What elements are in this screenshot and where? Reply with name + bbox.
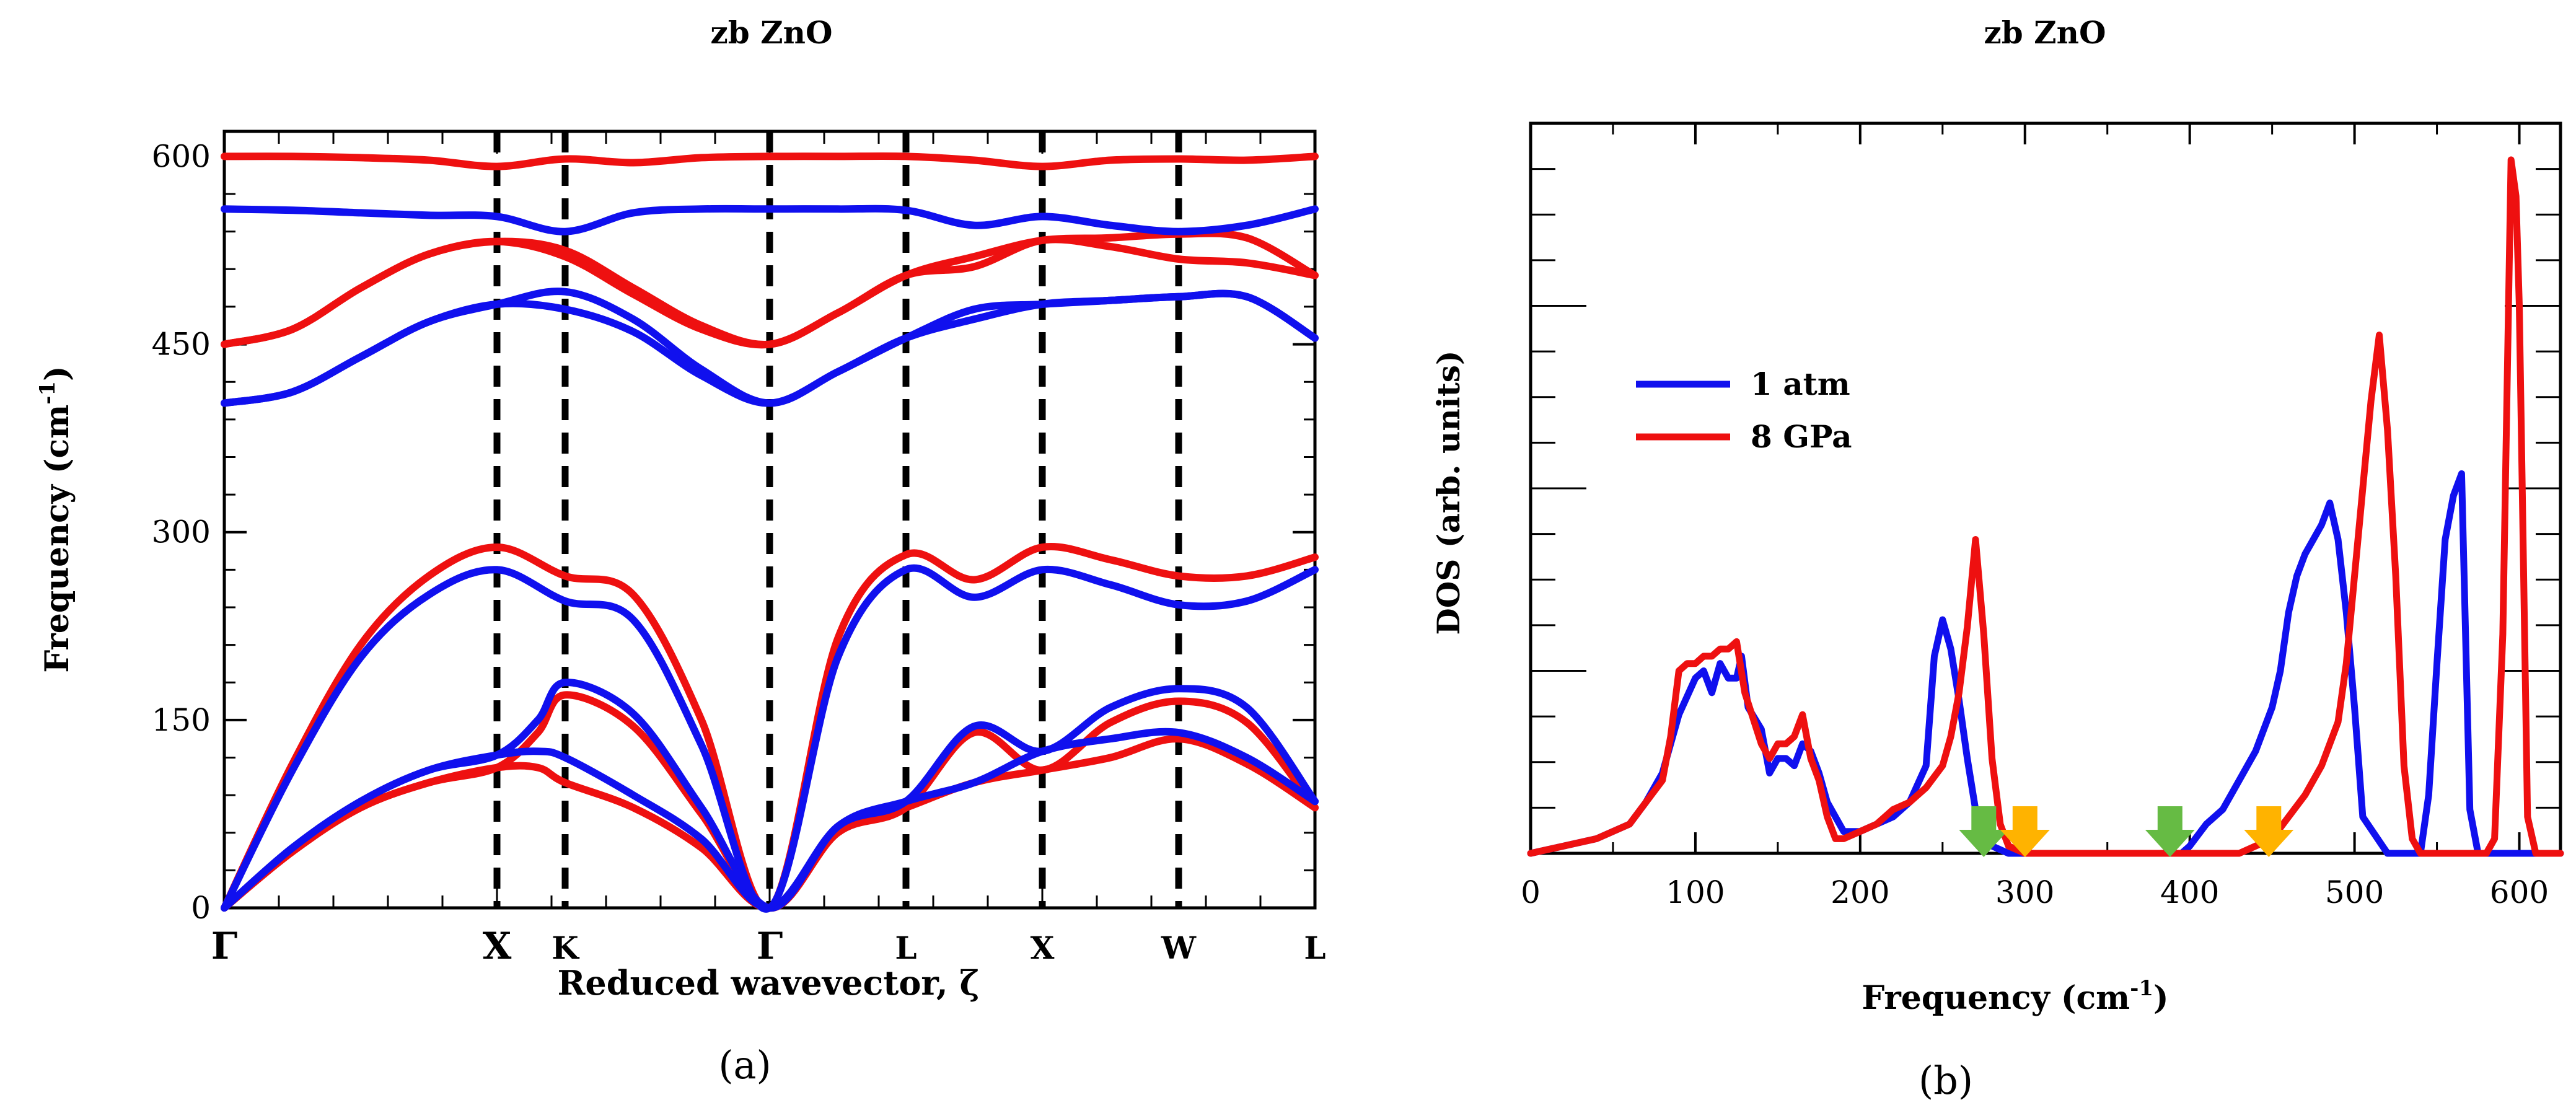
high-symmetry-label: Γ bbox=[211, 925, 238, 968]
dos-line-pressure bbox=[1527, 156, 2564, 857]
high-symmetry-label: L bbox=[1304, 930, 1325, 966]
x-tick-label: 200 bbox=[1831, 874, 1889, 910]
panel-b-y-axis-label: DOS (arb. units) bbox=[1430, 350, 1467, 635]
legend-entry-label: 8 GPa bbox=[1751, 418, 1852, 455]
dos-panel: zb ZnO 0 100 200 300 400 500 600 1 atm 8 GPa DO… bbox=[1430, 14, 2564, 1103]
legend-entry-label: 1 atm bbox=[1751, 366, 1850, 402]
gap-arrow-marker bbox=[1959, 806, 2009, 857]
y-tick-label: 600 bbox=[152, 138, 211, 174]
y-tick-label: 450 bbox=[152, 327, 211, 363]
high-symmetry-dividers bbox=[493, 131, 1182, 908]
x-tick-label: 300 bbox=[1995, 874, 2054, 910]
panel-b-title: zb ZnO bbox=[1984, 14, 2106, 51]
panel-a-x-axis-label: Reduced wavevector, ζ bbox=[558, 963, 980, 1003]
dispersion-branch-ambient bbox=[221, 289, 1319, 407]
high-symmetry-label: L bbox=[895, 930, 917, 966]
y-tick-label: 0 bbox=[191, 890, 211, 926]
x-tick-label: 500 bbox=[2325, 874, 2384, 910]
panel-a-label: (a) bbox=[718, 1042, 771, 1088]
y-tick-label: 300 bbox=[152, 514, 211, 550]
x-tick-label: 100 bbox=[1666, 874, 1725, 910]
panel-b-label: (b) bbox=[1919, 1058, 1973, 1103]
panel-a-y-axis-label: Frequency (cm-1) bbox=[35, 366, 76, 672]
dispersion-branch-pressure bbox=[221, 152, 1319, 170]
dispersion-branch-ambient bbox=[221, 679, 1319, 912]
x-tick-label: 0 bbox=[1521, 874, 1541, 910]
dispersion-curves bbox=[221, 152, 1319, 913]
high-symmetry-label: W bbox=[1161, 930, 1197, 966]
phonon-dispersion-panel: zb ZnO 0 150 300 450 600 Γ X K Γ L X W L Frequency … bbox=[35, 14, 1326, 1088]
high-symmetry-label: X bbox=[483, 925, 512, 968]
high-symmetry-label: X bbox=[1031, 930, 1055, 966]
y-tick-label: 150 bbox=[152, 702, 211, 738]
dos-curves bbox=[1527, 156, 2564, 857]
gap-arrows bbox=[1959, 806, 2294, 857]
gap-arrow-marker bbox=[2145, 806, 2195, 857]
high-symmetry-label: K bbox=[552, 930, 579, 966]
dispersion-branch-ambient bbox=[221, 205, 1319, 235]
x-tick-label: 600 bbox=[2490, 874, 2549, 910]
panel-a-title: zb ZnO bbox=[710, 14, 832, 51]
x-tick-label: 400 bbox=[2160, 874, 2219, 910]
dispersion-branch-ambient bbox=[221, 564, 1319, 913]
gap-arrow-marker bbox=[2244, 806, 2294, 857]
dos-legend: 1 atm 8 GPa bbox=[1636, 366, 1852, 455]
panel-a-y-ticks: 0 150 300 450 600 bbox=[152, 131, 1315, 926]
high-symmetry-label: Γ bbox=[757, 925, 783, 968]
panel-b-x-axis-label: Frequency (cm-1) bbox=[1862, 976, 2168, 1017]
panel-b-ticks: 0 100 200 300 400 500 600 bbox=[1521, 123, 2561, 910]
gap-arrow-marker bbox=[2000, 806, 2050, 857]
dispersion-branch-pressure bbox=[221, 235, 1319, 349]
